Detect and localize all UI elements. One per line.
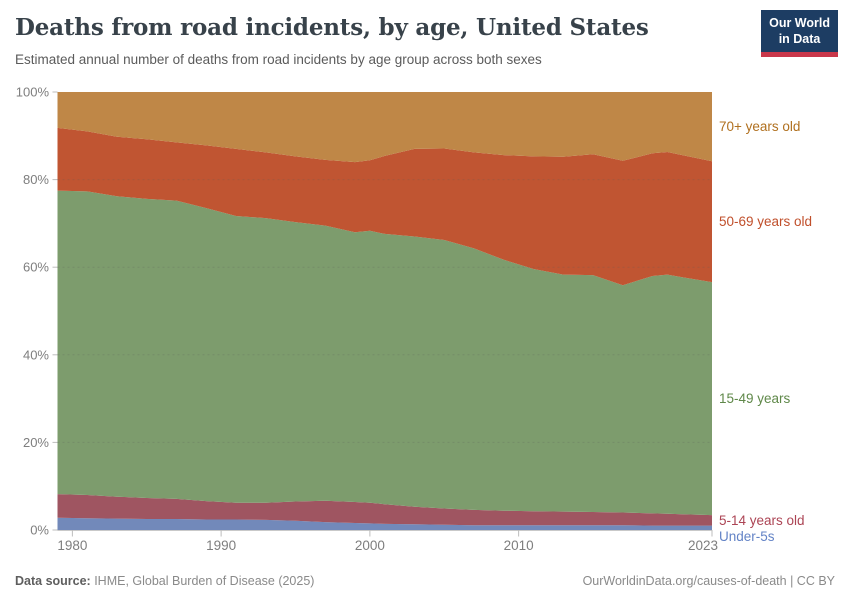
area-under-5s[interactable] [57,517,713,530]
chart-footer: Data source: IHME, Global Burden of Dise… [15,574,835,588]
owid-logo-line2: in Data [778,31,821,46]
chart-subtitle: Estimated annual number of deaths from r… [15,52,542,67]
y-tick-label-20: 20% [23,435,49,450]
page-title: Deaths from road incidents, by age, Unit… [15,14,649,41]
data-source-label: Data source: [15,574,91,588]
series-label-5-14-years[interactable]: 5-14 years old [719,513,805,528]
area-5-14-years[interactable] [57,494,713,526]
area-15-49-years[interactable] [57,190,713,516]
area-50-69-years[interactable] [57,127,713,286]
series-label-15-49-years[interactable]: 15-49 years [719,391,791,406]
credit-link[interactable]: OurWorldinData.org/causes-of-death | CC … [582,574,835,588]
data-source: Data source: IHME, Global Burden of Dise… [15,574,314,588]
area-70-plus-years[interactable] [57,92,713,163]
y-tick-label-80: 80% [23,172,49,187]
series-label-under-5s[interactable]: Under-5s [719,529,775,544]
owid-logo-line1: Our World [769,16,830,30]
x-tick-label-1990: 1990 [206,538,236,553]
owid-logo[interactable]: Our World in Data [761,10,838,58]
x-tick-label-2010: 2010 [504,538,534,553]
x-tick-label-2023: 2023 [688,538,718,553]
x-tick-label-1980: 1980 [57,538,87,553]
y-tick-label-0: 0% [30,523,49,538]
y-tick-label-40: 40% [23,347,49,362]
y-tick-label-60: 60% [23,260,49,275]
x-tick-label-2000: 2000 [355,538,385,553]
y-tick-label-100: 100% [16,85,50,100]
series-label-70-plus-years[interactable]: 70+ years old [719,119,800,134]
series-label-50-69-years[interactable]: 50-69 years old [719,214,812,229]
data-source-text: IHME, Global Burden of Disease (2025) [90,574,315,588]
